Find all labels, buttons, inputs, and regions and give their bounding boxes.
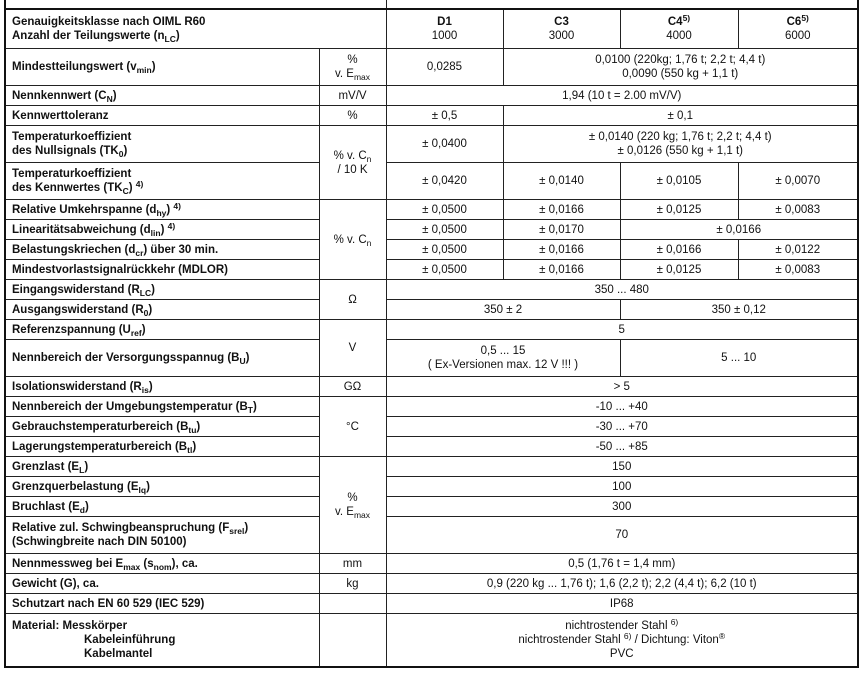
row-dhy: Relative Umkehrspanne (dhy) 4) % v. Cn ±… (4, 199, 859, 280)
row-vmin: Mindestteilungswert (vmin) % v. Emax 0,02… (4, 48, 859, 86)
row-mdlor: Mindestvorlastsignalrückkehr (MDLOR) ± 0… (4, 259, 859, 280)
class-d1: D1 1000 (385, 8, 504, 49)
row-snom: Nennmessweg bei Emax (snom), ca. mm 0,5 (1… (4, 553, 859, 574)
row-protection: Schutzart nach EN 60 529 (IEC 529) IP68 (4, 593, 859, 614)
row-btl: Lagerungstemperaturbereich (Btl) -50 ... … (4, 436, 859, 457)
division-count-label: Anzahl der Teilungswerte (nLC) (12, 30, 180, 44)
row-weight: Gewicht (G), ca. kg 0,9 (220 kg ... 1,76 t… (4, 573, 859, 594)
row-tk0: Temperaturkoeffizient des Nullsignals (TK… (4, 125, 859, 200)
row-elq: Grenzquerbelastung (Elq) 100 (4, 476, 859, 497)
row-bu: Nennbereich der Versorgungsspannug (BU) 0… (4, 339, 859, 377)
row-tolerance: Kennwerttoleranz% ± 0,5 ± 0,1 (4, 105, 859, 126)
row-rlc: Eingangswiderstand (RLC) Ω 350 ... 480 (4, 279, 859, 320)
class-c4: C45) 4000 (619, 8, 739, 49)
row-cn: Nennkennwert (CN) mV/V 1,94 (10 t = 2.00 m… (4, 85, 859, 106)
header-row: Genauigkeitsklasse nach OIML R60 Anzahl d… (4, 8, 859, 49)
row-r0: Ausgangswiderstand (R0) 350 ± 2 350 ± 0,12 (4, 299, 859, 320)
row-material: Material: Messkörper Kabeleinführung Kabel… (4, 613, 859, 668)
spec-table: Genauigkeitsklasse nach OIML R60 Anzahl d… (4, 0, 859, 668)
row-uref: Referenzspannung (Uref) V 5 (4, 319, 859, 377)
class-c3: C3 3000 (502, 8, 621, 49)
row-tkc: Temperaturkoeffizient des Kennwertes (TKC… (4, 162, 859, 200)
row-ris: Isolationswiderstand (Ris) GΩ > 5 (4, 376, 859, 397)
row-bt: Nennbereich der Umgebungstemperatur (BT)… (4, 396, 859, 457)
accuracy-class-label: Genauigkeitsklasse nach OIML R60 (12, 16, 206, 28)
row-btu: Gebrauchstemperaturbereich (Btu) -30 ... … (4, 416, 859, 437)
row-ed: Bruchlast (Ed) 300 (4, 496, 859, 517)
row-fsrel: Relative zul. Schwingbeanspruchung (Fsre… (4, 516, 859, 554)
row-el: Grenzlast (EL)% v. Emax 150 (4, 456, 859, 554)
row-dcr: Belastungskriechen (dcr) über 30 min. ± … (4, 239, 859, 260)
row-dlin: Linearitätsabweichung (dlin) 4) ± 0,0500… (4, 219, 859, 240)
class-c6: C65) 6000 (737, 8, 859, 49)
